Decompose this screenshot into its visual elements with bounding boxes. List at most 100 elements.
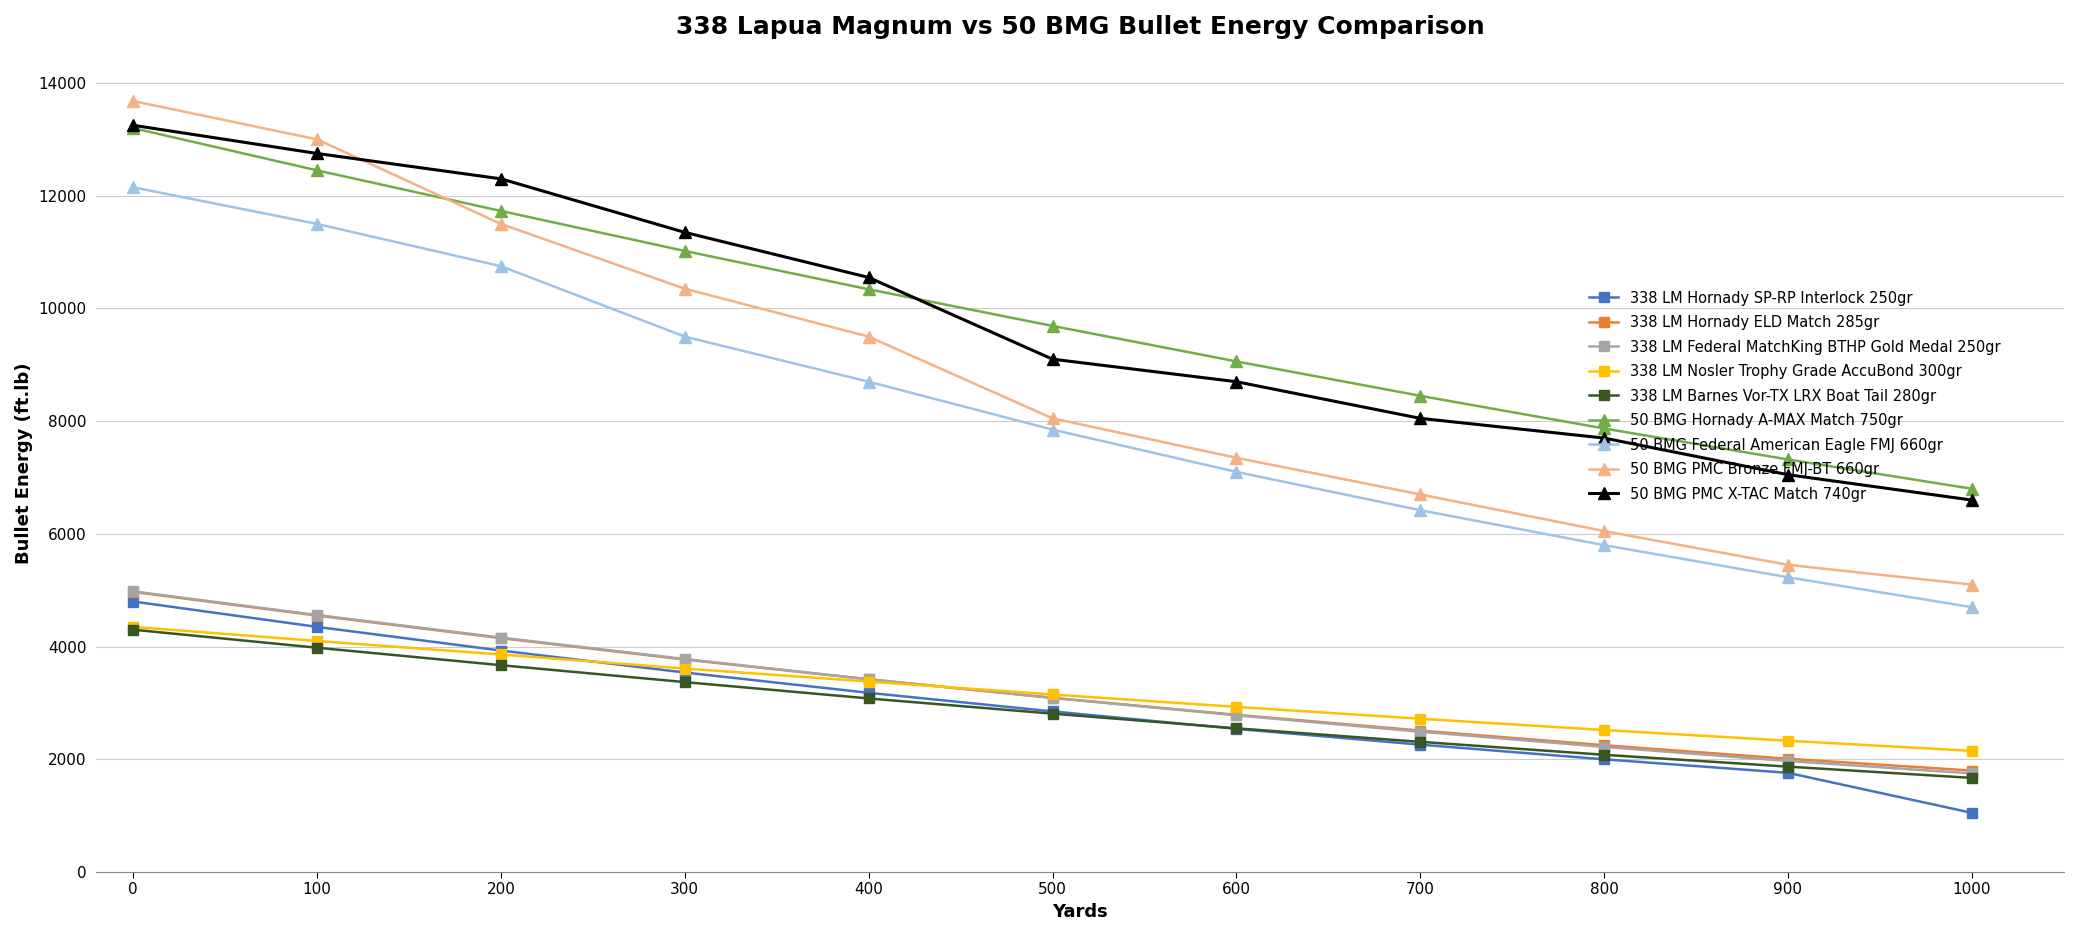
- 338 LM Barnes Vor-TX LRX Boat Tail 280gr: [1776, 761, 1801, 772]
- 338 LM Hornady SP-RP Interlock 250gr: [1776, 768, 1801, 779]
- 50 BMG Hornady A-MAX Match 750gr: [1958, 483, 1984, 494]
- 50 BMG Hornady A-MAX Match 750gr: [1776, 454, 1801, 465]
- 50 BMG Federal American Eagle FMJ 660gr: [856, 376, 882, 388]
- 50 BMG Hornady A-MAX Match 750gr: [489, 205, 514, 216]
- 50 BMG PMC X-TAC Match 740gr: [304, 148, 330, 159]
- Line: 338 LM Hornady SP-RP Interlock 250gr: 338 LM Hornady SP-RP Interlock 250gr: [128, 596, 1977, 818]
- 50 BMG PMC X-TAC Match 740gr: [1039, 354, 1064, 365]
- 338 LM Hornady SP-RP Interlock 250gr: [489, 645, 514, 656]
- 338 LM Hornady ELD Match 285gr: [1039, 693, 1064, 704]
- 338 LM Barnes Vor-TX LRX Boat Tail 280gr: [304, 642, 330, 653]
- 338 LM Hornady ELD Match 285gr: [672, 654, 697, 665]
- 50 BMG Hornady A-MAX Match 750gr: [1408, 390, 1434, 402]
- 50 BMG PMC X-TAC Match 740gr: [1958, 494, 1984, 505]
- 338 LM Federal MatchKing BTHP Gold Medal 250gr: [1591, 741, 1616, 753]
- 50 BMG Federal American Eagle FMJ 660gr: [672, 331, 697, 343]
- 338 LM Federal MatchKing BTHP Gold Medal 250gr: [672, 653, 697, 665]
- 50 BMG Federal American Eagle FMJ 660gr: [489, 260, 514, 271]
- 338 LM Nosler Trophy Grade AccuBond 300gr: [1776, 735, 1801, 746]
- 338 LM Federal MatchKing BTHP Gold Medal 250gr: [1408, 726, 1434, 738]
- 50 BMG Hornady A-MAX Match 750gr: [120, 123, 145, 134]
- 338 LM Barnes Vor-TX LRX Boat Tail 280gr: [856, 693, 882, 704]
- 338 LM Nosler Trophy Grade AccuBond 300gr: [304, 636, 330, 647]
- 50 BMG PMC X-TAC Match 740gr: [1776, 469, 1801, 480]
- 50 BMG Federal American Eagle FMJ 660gr: [1408, 505, 1434, 516]
- 338 LM Hornady SP-RP Interlock 250gr: [1224, 724, 1249, 735]
- 50 BMG PMC Bronze FMJ-BT 660gr: [672, 283, 697, 294]
- 50 BMG Federal American Eagle FMJ 660gr: [304, 218, 330, 229]
- 338 LM Barnes Vor-TX LRX Boat Tail 280gr: [1224, 723, 1249, 734]
- 338 LM Nosler Trophy Grade AccuBond 300gr: [1958, 745, 1984, 756]
- Line: 50 BMG Hornady A-MAX Match 750gr: 50 BMG Hornady A-MAX Match 750gr: [128, 123, 1977, 494]
- 338 LM Federal MatchKing BTHP Gold Medal 250gr: [1224, 709, 1249, 721]
- 50 BMG PMC X-TAC Match 740gr: [1408, 413, 1434, 424]
- Line: 50 BMG PMC X-TAC Match 740gr: 50 BMG PMC X-TAC Match 740gr: [126, 119, 1977, 506]
- 338 LM Hornady ELD Match 285gr: [489, 633, 514, 644]
- 338 LM Hornady ELD Match 285gr: [1958, 765, 1984, 776]
- 338 LM Nosler Trophy Grade AccuBond 300gr: [489, 649, 514, 660]
- 338 LM Barnes Vor-TX LRX Boat Tail 280gr: [672, 677, 697, 688]
- 338 LM Nosler Trophy Grade AccuBond 300gr: [120, 622, 145, 633]
- 338 LM Federal MatchKing BTHP Gold Medal 250gr: [856, 674, 882, 685]
- 50 BMG Hornady A-MAX Match 750gr: [1039, 320, 1064, 331]
- 338 LM Hornady SP-RP Interlock 250gr: [1591, 753, 1616, 765]
- 338 LM Federal MatchKing BTHP Gold Medal 250gr: [120, 586, 145, 597]
- 338 LM Nosler Trophy Grade AccuBond 300gr: [856, 676, 882, 687]
- 50 BMG PMC Bronze FMJ-BT 660gr: [489, 218, 514, 229]
- 50 BMG Hornady A-MAX Match 750gr: [1224, 356, 1249, 367]
- 338 LM Barnes Vor-TX LRX Boat Tail 280gr: [1039, 708, 1064, 719]
- 50 BMG PMC Bronze FMJ-BT 660gr: [304, 134, 330, 145]
- 338 LM Barnes Vor-TX LRX Boat Tail 280gr: [1958, 772, 1984, 783]
- 50 BMG PMC Bronze FMJ-BT 660gr: [856, 331, 882, 343]
- 50 BMG Federal American Eagle FMJ 660gr: [1591, 539, 1616, 550]
- 50 BMG PMC X-TAC Match 740gr: [672, 227, 697, 238]
- 50 BMG PMC Bronze FMJ-BT 660gr: [1958, 579, 1984, 591]
- Line: 338 LM Nosler Trophy Grade AccuBond 300gr: 338 LM Nosler Trophy Grade AccuBond 300g…: [128, 622, 1977, 755]
- 338 LM Barnes Vor-TX LRX Boat Tail 280gr: [120, 624, 145, 636]
- Line: 50 BMG PMC Bronze FMJ-BT 660gr: 50 BMG PMC Bronze FMJ-BT 660gr: [128, 95, 1977, 591]
- 338 LM Nosler Trophy Grade AccuBond 300gr: [1039, 689, 1064, 700]
- 50 BMG Federal American Eagle FMJ 660gr: [120, 182, 145, 193]
- 50 BMG PMC X-TAC Match 740gr: [1591, 432, 1616, 444]
- 50 BMG Federal American Eagle FMJ 660gr: [1224, 466, 1249, 477]
- 50 BMG PMC Bronze FMJ-BT 660gr: [1408, 489, 1434, 500]
- 50 BMG PMC Bronze FMJ-BT 660gr: [1224, 452, 1249, 463]
- 338 LM Federal MatchKing BTHP Gold Medal 250gr: [489, 632, 514, 643]
- Title: 338 Lapua Magnum vs 50 BMG Bullet Energy Comparison: 338 Lapua Magnum vs 50 BMG Bullet Energy…: [676, 15, 1484, 39]
- 338 LM Hornady SP-RP Interlock 250gr: [1039, 706, 1064, 717]
- 338 LM Federal MatchKing BTHP Gold Medal 250gr: [1776, 755, 1801, 767]
- 338 LM Hornady SP-RP Interlock 250gr: [1408, 739, 1434, 751]
- 338 LM Hornady SP-RP Interlock 250gr: [120, 596, 145, 607]
- 338 LM Hornady ELD Match 285gr: [120, 586, 145, 597]
- 50 BMG Hornady A-MAX Match 750gr: [856, 284, 882, 295]
- 338 LM Hornady SP-RP Interlock 250gr: [672, 667, 697, 679]
- Line: 338 LM Barnes Vor-TX LRX Boat Tail 280gr: 338 LM Barnes Vor-TX LRX Boat Tail 280gr: [128, 625, 1977, 782]
- 50 BMG PMC Bronze FMJ-BT 660gr: [1591, 525, 1616, 536]
- 338 LM Barnes Vor-TX LRX Boat Tail 280gr: [1591, 749, 1616, 760]
- 338 LM Hornady SP-RP Interlock 250gr: [856, 687, 882, 698]
- Line: 338 LM Federal MatchKing BTHP Gold Medal 250gr: 338 LM Federal MatchKing BTHP Gold Medal…: [128, 587, 1977, 778]
- 338 LM Barnes Vor-TX LRX Boat Tail 280gr: [489, 660, 514, 671]
- 50 BMG Federal American Eagle FMJ 660gr: [1958, 602, 1984, 613]
- 50 BMG PMC Bronze FMJ-BT 660gr: [1039, 413, 1064, 424]
- 338 LM Nosler Trophy Grade AccuBond 300gr: [1408, 713, 1434, 724]
- 50 BMG Hornady A-MAX Match 750gr: [1591, 423, 1616, 434]
- 338 LM Nosler Trophy Grade AccuBond 300gr: [1224, 701, 1249, 712]
- 338 LM Federal MatchKing BTHP Gold Medal 250gr: [304, 609, 330, 621]
- 338 LM Nosler Trophy Grade AccuBond 300gr: [672, 663, 697, 674]
- 338 LM Hornady ELD Match 285gr: [1224, 709, 1249, 721]
- 50 BMG Federal American Eagle FMJ 660gr: [1039, 424, 1064, 435]
- 50 BMG PMC X-TAC Match 740gr: [856, 271, 882, 283]
- Line: 338 LM Hornady ELD Match 285gr: 338 LM Hornady ELD Match 285gr: [128, 587, 1977, 775]
- Legend: 338 LM Hornady SP-RP Interlock 250gr, 338 LM Hornady ELD Match 285gr, 338 LM Fed: 338 LM Hornady SP-RP Interlock 250gr, 33…: [1589, 291, 2000, 502]
- 338 LM Hornady ELD Match 285gr: [856, 674, 882, 685]
- 338 LM Hornady ELD Match 285gr: [1776, 753, 1801, 765]
- 338 LM Nosler Trophy Grade AccuBond 300gr: [1591, 724, 1616, 736]
- 50 BMG PMC Bronze FMJ-BT 660gr: [120, 95, 145, 107]
- 50 BMG PMC X-TAC Match 740gr: [120, 120, 145, 131]
- 50 BMG PMC Bronze FMJ-BT 660gr: [1776, 559, 1801, 570]
- 50 BMG PMC X-TAC Match 740gr: [1224, 376, 1249, 388]
- 338 LM Hornady ELD Match 285gr: [1591, 739, 1616, 751]
- Line: 50 BMG Federal American Eagle FMJ 660gr: 50 BMG Federal American Eagle FMJ 660gr: [128, 182, 1977, 613]
- 50 BMG Hornady A-MAX Match 750gr: [672, 245, 697, 256]
